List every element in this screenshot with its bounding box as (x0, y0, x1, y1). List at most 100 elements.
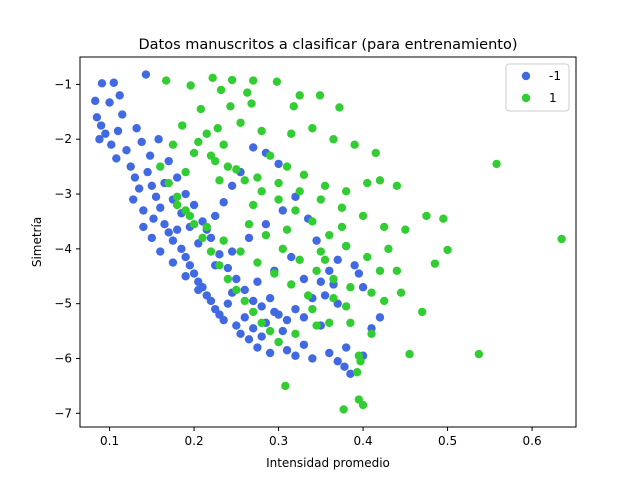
scatter-point-series-1-0 (161, 76, 171, 85)
scatter-point-series-1-45 (156, 162, 165, 171)
scatter-point-series-1-100 (329, 274, 338, 284)
scatter-point-series-1-65 (356, 357, 365, 366)
scatter-point-series-1-99 (312, 266, 321, 275)
scatter-point-series-1-118 (367, 329, 376, 339)
scatter-point-series-1-111 (181, 167, 190, 177)
scatter-point-series-0-125 (287, 252, 296, 262)
scatter-point-series-0-5 (115, 91, 124, 100)
scatter-point-series-1-46 (164, 178, 173, 188)
scatter-point-series-1-69 (339, 405, 348, 414)
x-tick-label: 0.5 (438, 434, 457, 448)
scatter-point-series-1-21 (329, 135, 338, 144)
scatter-point-series-1-34 (379, 222, 389, 232)
legend: -1 1 (505, 63, 570, 112)
scatter-point-series-0-28 (172, 225, 182, 234)
scatter-point-series-1-17 (236, 118, 245, 127)
y-axis-ticks: −1 −2 −3 −4 −5 −6 −7 (54, 77, 80, 420)
scatter-point-series-1-87 (265, 151, 275, 160)
scatter-point-series-0-99 (227, 181, 237, 191)
scatter-point-series-1-38 (443, 245, 452, 255)
scatter-point-series-1-109 (185, 211, 195, 221)
scatter-point-series-1-79 (274, 195, 283, 204)
y-tick-label: −2 (54, 132, 72, 146)
scatter-point-series-0-48 (257, 332, 266, 341)
scatter-point-series-0-10 (107, 140, 116, 149)
scatter-point-series-0-55 (291, 351, 300, 360)
scatter-point-series-0-57 (308, 354, 317, 363)
scatter-point-series-0-110 (132, 124, 141, 133)
scatter-point-series-0-31 (185, 261, 195, 270)
scatter-point-series-0-32 (189, 269, 199, 278)
scatter-point-series-1-84 (194, 137, 203, 147)
scatter-point-series-0-43 (236, 329, 245, 339)
scatter-point-series-0-29 (177, 244, 186, 254)
scatter-point-series-0-13 (112, 154, 121, 163)
scatter-point-series-1-105 (253, 258, 262, 267)
scatter-point-series-0-40 (223, 299, 233, 308)
scatter-point-series-0-20 (143, 167, 152, 177)
scatter-point-series-1-31 (316, 195, 326, 204)
legend-box (505, 63, 570, 112)
scatter-point-series-1-44 (557, 234, 566, 244)
scatter-point-series-1-117 (379, 296, 389, 306)
scatter-point-series-1-23 (371, 148, 380, 158)
scatter-point-series-0-124 (312, 236, 321, 245)
scatter-point-series-0-81 (291, 304, 300, 314)
y-axis-label: Simetría (30, 217, 44, 267)
scatter-point-series-0-14 (118, 110, 127, 119)
scatter-point-series-0-73 (223, 263, 233, 273)
scatter-point-series-0-101 (211, 211, 220, 221)
scatter-point-series-1-29 (274, 178, 283, 188)
scatter-point-series-0-116 (194, 285, 203, 295)
scatter-point-series-1-96 (261, 230, 271, 240)
scatter-point-series-0-84 (316, 277, 326, 286)
scatter-point-series-0-127 (253, 277, 262, 286)
scatter-point-series-0-8 (101, 129, 110, 138)
legend-marker (521, 93, 531, 103)
scatter-point-series-0-4 (105, 98, 114, 107)
scatter-point-series-1-53 (223, 274, 233, 284)
x-tick-label: 0.4 (354, 434, 373, 448)
scatter-point-series-1-10 (196, 104, 206, 114)
scatter-point-series-1-80 (257, 187, 266, 196)
scatter-point-series-1-124 (337, 222, 347, 232)
scatter-point-series-1-91 (341, 187, 351, 196)
scatter-point-series-1-54 (232, 285, 241, 295)
scatter-point-series-1-59 (274, 337, 283, 347)
y-tick-label: −7 (54, 406, 72, 420)
scatter-point-series-0-7 (96, 121, 106, 130)
scatter-point-series-1-120 (329, 293, 338, 303)
y-tick-label: −6 (54, 351, 72, 365)
y-tick-label: −5 (54, 297, 72, 311)
scatter-point-series-1-50 (198, 233, 207, 243)
scatter-point-series-1-76 (325, 230, 334, 240)
scatter-point-series-1-73 (396, 288, 406, 297)
x-tick-label: 0.3 (269, 434, 288, 448)
scatter-point-series-0-114 (168, 258, 178, 267)
scatter-point-series-0-16 (130, 173, 140, 182)
scatter-point-series-1-116 (363, 252, 372, 262)
scatter-point-series-1-102 (303, 291, 313, 300)
scatter-point-series-1-25 (189, 148, 199, 158)
scatter-point-series-0-59 (325, 348, 334, 358)
scatter-point-series-0-65 (154, 135, 163, 144)
scatter-point-series-0-1 (97, 79, 107, 88)
scatter-point-series-0-89 (358, 283, 368, 292)
scatter-point-series-1-5 (186, 81, 195, 90)
scatter-point-series-0-50 (265, 348, 275, 358)
scatter-point-series-1-98 (295, 255, 304, 265)
scatter-point-series-0-72 (215, 250, 224, 259)
scatter-point-series-1-115 (316, 247, 326, 256)
scatter-point-series-1-27 (232, 165, 241, 174)
scatter-point-series-1-20 (308, 124, 317, 133)
scatter-point-series-1-58 (265, 326, 275, 336)
scatter-point-series-0-79 (274, 310, 283, 319)
scatter-point-series-1-86 (219, 140, 228, 149)
scatter-point-series-1-63 (346, 318, 355, 328)
scatter-point-series-0-27 (168, 236, 178, 245)
scatter-point-series-1-9 (315, 91, 325, 100)
scatter-point-series-0-17 (134, 184, 144, 193)
scatter-point-series-0-71 (206, 233, 216, 243)
scatter-point-series-0-21 (147, 181, 157, 191)
